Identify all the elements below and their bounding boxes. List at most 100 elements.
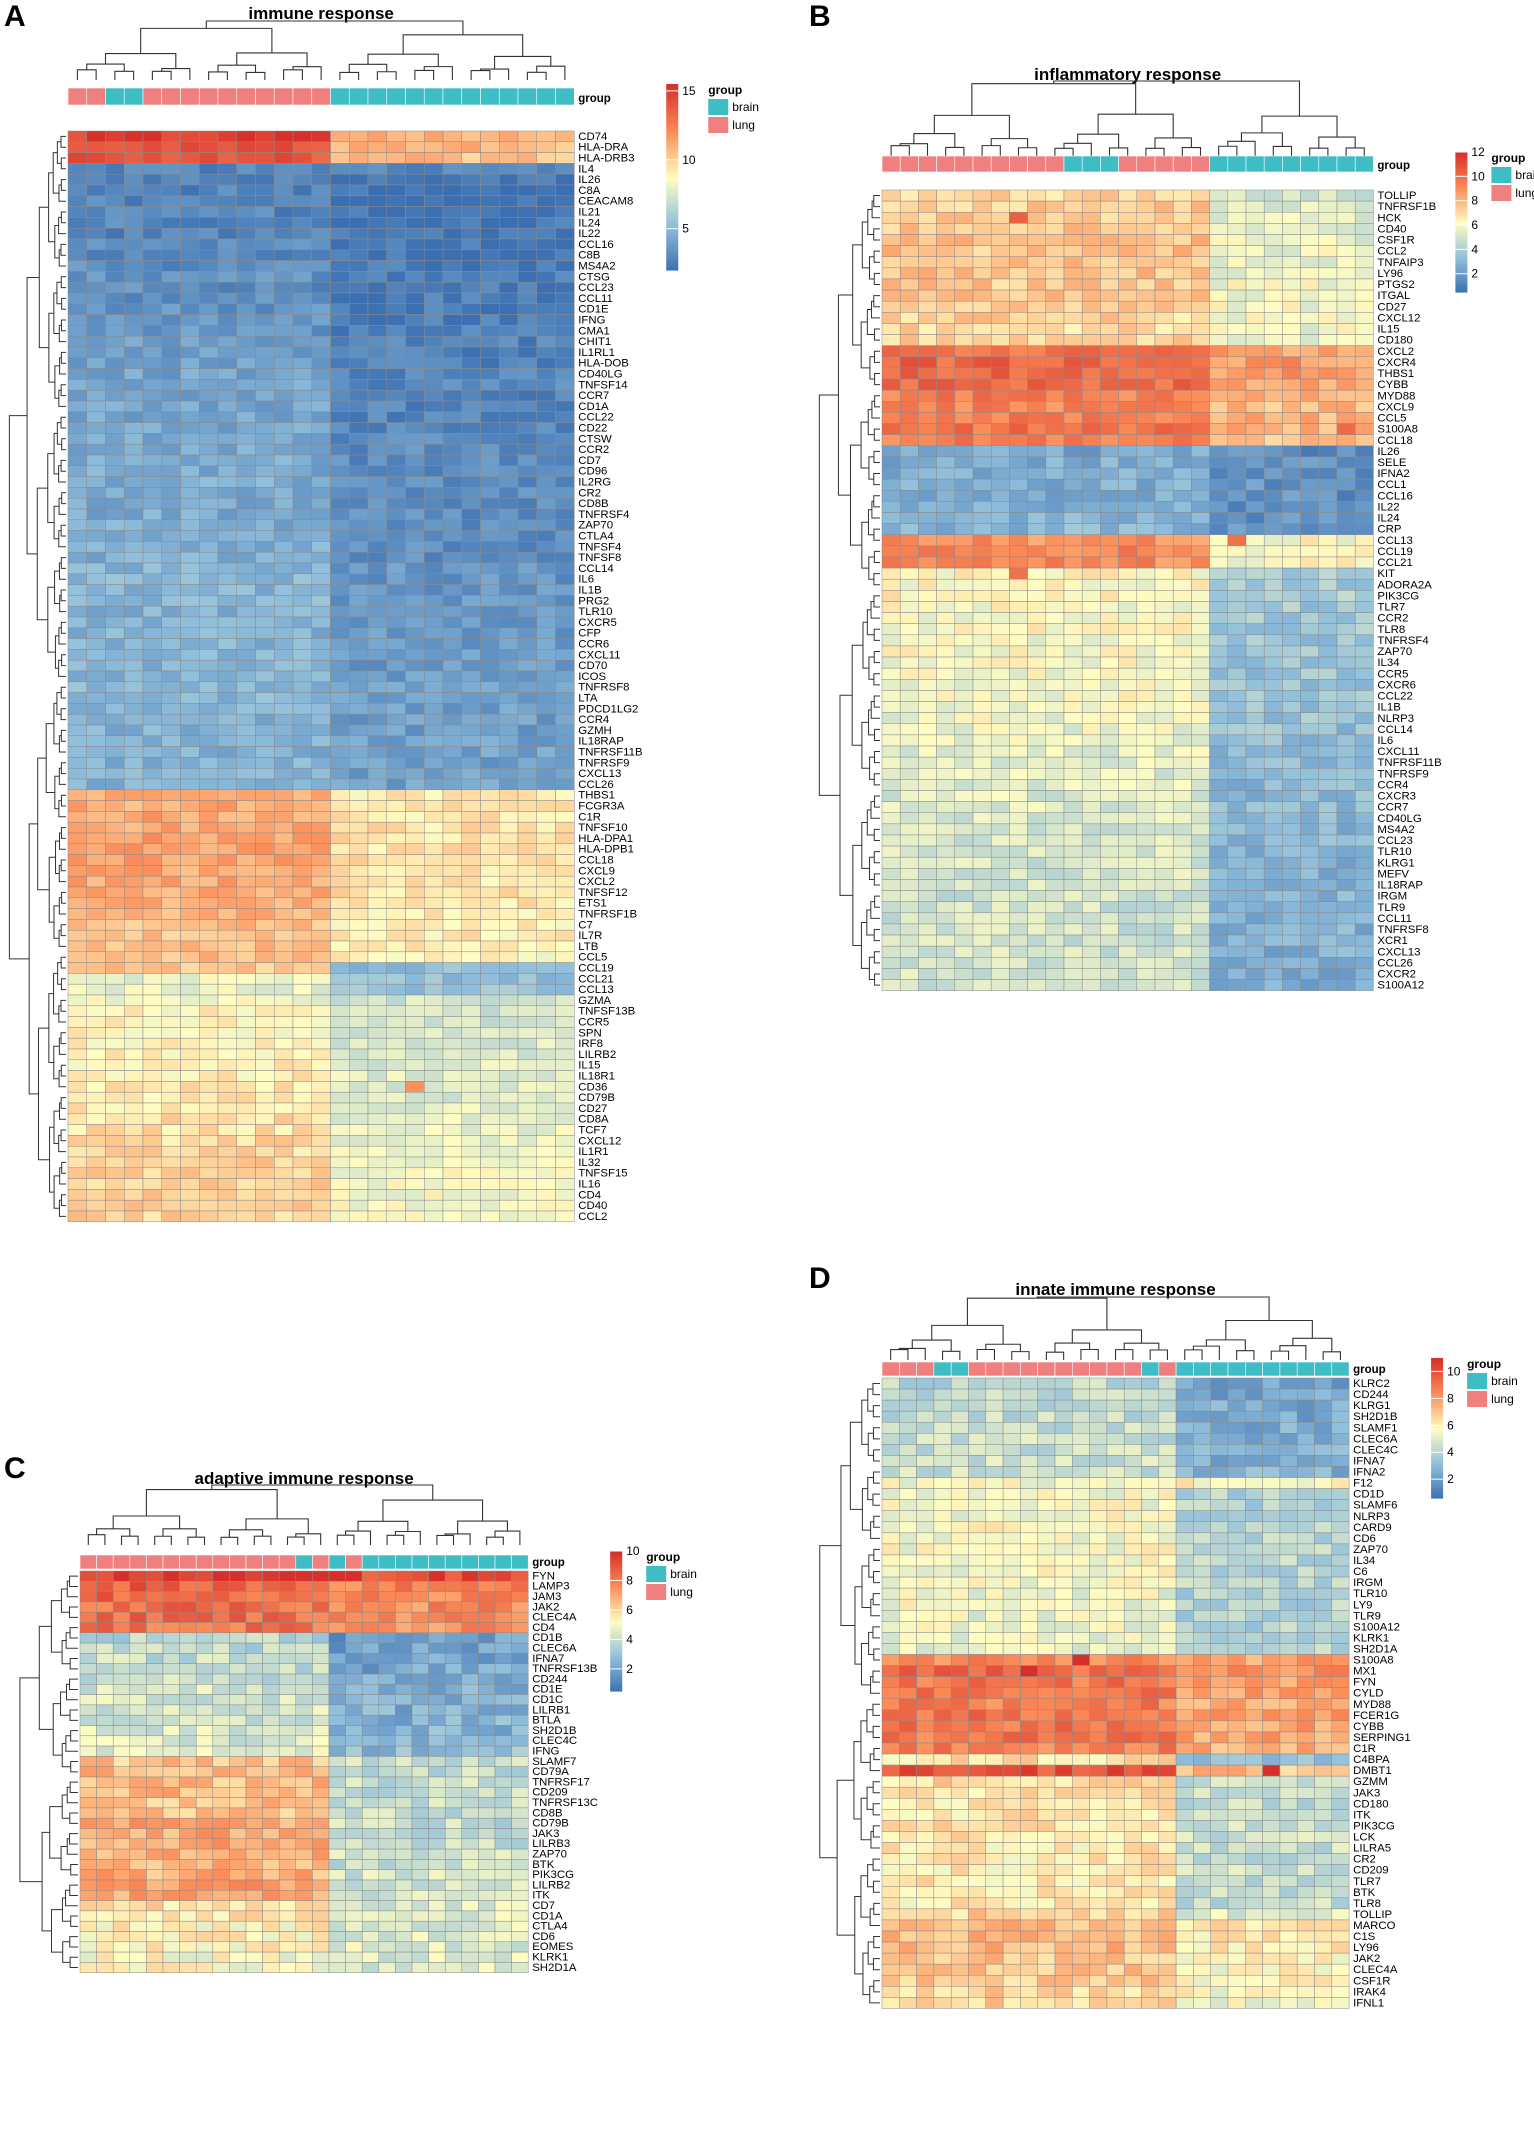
heatmap-cell (386, 379, 406, 391)
heatmap-cell (367, 919, 387, 931)
heatmap-cell (142, 195, 162, 207)
heatmap-cell (86, 130, 106, 143)
heatmap-cell (330, 1081, 350, 1093)
heatmap-cell (86, 897, 106, 909)
heatmap-cell (1172, 845, 1192, 858)
heatmap-cell (1245, 957, 1265, 969)
heatmap-cell (180, 195, 200, 207)
group-cell-brain (517, 87, 538, 106)
heatmap-cell (1136, 734, 1156, 747)
heatmap-cell (1063, 378, 1083, 391)
heatmap-cell (274, 595, 294, 607)
heatmap-cell (405, 1156, 425, 1169)
heatmap-cell (424, 800, 444, 812)
heatmap-cell (180, 465, 200, 477)
heatmap-cell (1282, 245, 1301, 257)
heatmap-cell (236, 173, 256, 186)
heatmap-cell (1154, 623, 1174, 636)
heatmap-cell (936, 489, 956, 502)
heatmap-cell (1191, 534, 1210, 547)
heatmap-cell (1027, 779, 1047, 791)
heatmap-cell (124, 821, 144, 834)
heatmap-cell (1300, 790, 1320, 802)
heatmap-cell (555, 1059, 575, 1071)
heatmap-cell (480, 152, 500, 164)
heatmap-cell (367, 865, 387, 877)
heatmap-cell (386, 562, 406, 575)
row-label: TOLLIP (1377, 190, 1416, 202)
heatmap-cell (1154, 189, 1174, 202)
heatmap-cell (199, 400, 219, 413)
heatmap-cell (990, 211, 1010, 224)
heatmap-cell (236, 573, 256, 585)
heatmap-cell (161, 1091, 181, 1104)
row-label: TLR9 (1377, 902, 1405, 914)
heatmap-cell (480, 335, 500, 348)
heatmap-cell (330, 1156, 350, 1169)
heatmap-cell (990, 912, 1010, 925)
heatmap-cell (161, 1027, 181, 1039)
heatmap-cell (1063, 701, 1083, 713)
heatmap-cell (936, 645, 956, 658)
heatmap-cell (1227, 623, 1247, 636)
heatmap-cell (274, 649, 294, 661)
heatmap-cell (236, 541, 256, 553)
heatmap-cell (990, 189, 1010, 202)
heatmap-cell (86, 206, 106, 218)
heatmap-cell (990, 367, 1010, 380)
heatmap-cell (442, 1091, 462, 1104)
heatmap-cell (1154, 467, 1174, 480)
heatmap-cell (1009, 890, 1028, 902)
heatmap-cell (918, 367, 937, 380)
heatmap-cell (217, 206, 237, 218)
heatmap-cell (1318, 779, 1338, 791)
heatmap-cell (1154, 890, 1174, 902)
row-label: CD40 (1377, 223, 1406, 235)
heatmap-cell (67, 843, 87, 855)
heatmap-cell (236, 400, 256, 413)
heatmap-cell (1354, 367, 1374, 380)
heatmap-cell (1263, 868, 1283, 880)
heatmap-cell (1081, 367, 1101, 380)
heatmap-cell (480, 519, 500, 531)
heatmap-cell (1063, 300, 1083, 313)
heatmap-cell (255, 443, 275, 456)
heatmap-cell (1136, 912, 1156, 925)
heatmap-cell (1027, 256, 1047, 269)
heatmap-cell (292, 919, 312, 931)
heatmap-cell (124, 314, 144, 326)
heatmap-cell (67, 271, 87, 283)
heatmap-cell (1118, 323, 1138, 335)
heatmap-cell (1063, 712, 1083, 725)
heatmap-cell (124, 908, 144, 920)
row-label: HCK (1377, 212, 1401, 224)
heatmap-cell (1282, 612, 1301, 624)
heatmap-cell (536, 973, 556, 985)
heatmap-cell (1172, 812, 1192, 825)
group-cell-brain (1063, 155, 1083, 173)
heatmap-cell (1245, 312, 1265, 324)
heatmap-cell (405, 800, 425, 812)
heatmap-cell (1191, 356, 1210, 369)
heatmap-cell (1027, 812, 1047, 825)
heatmap-cell (330, 757, 350, 769)
heatmap-cell (274, 184, 294, 197)
heatmap-cell (330, 1005, 350, 1017)
heatmap-cell (918, 489, 937, 502)
heatmap-cell (1300, 690, 1320, 702)
heatmap-cell (67, 1145, 87, 1158)
row-label: CCL19 (578, 962, 613, 974)
heatmap-cell (936, 823, 956, 836)
heatmap-cell (86, 994, 106, 1007)
heatmap-cell (217, 346, 237, 359)
heatmap-cell (124, 1102, 144, 1115)
heatmap-cell (1027, 945, 1047, 958)
heatmap-cell (899, 478, 919, 491)
heatmap-cell (1282, 667, 1301, 680)
heatmap-cell (199, 335, 219, 348)
row-label: CD40LG (578, 368, 622, 380)
heatmap-cell (161, 843, 181, 855)
heatmap-cell (405, 130, 425, 143)
heatmap-cell (936, 412, 956, 424)
heatmap-cell (536, 1156, 556, 1169)
